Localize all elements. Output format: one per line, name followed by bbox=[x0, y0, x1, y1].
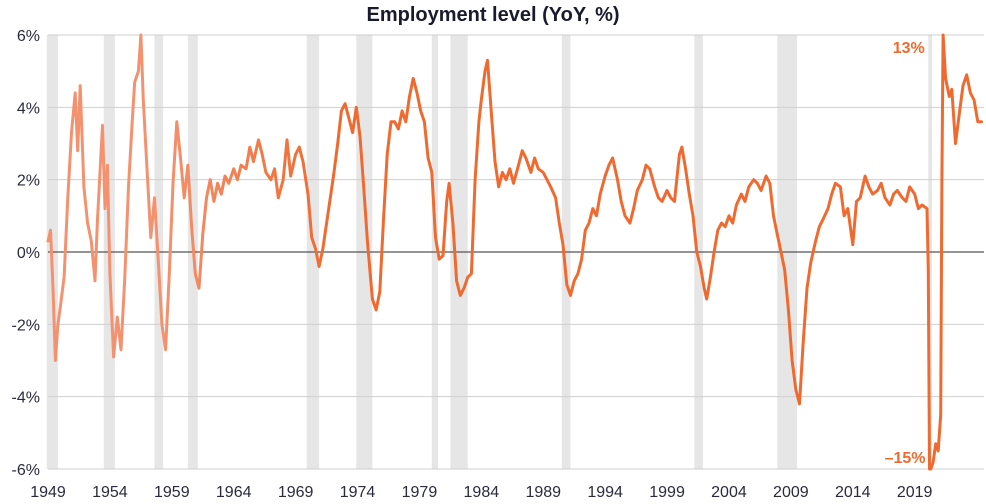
x-tick-label: 1949 bbox=[30, 484, 66, 501]
x-tick-label: 2019 bbox=[897, 484, 933, 501]
y-tick-label: -2% bbox=[12, 317, 40, 334]
y-tick-label: 6% bbox=[17, 28, 40, 45]
gridlines bbox=[48, 34, 984, 470]
annotation-label: 13% bbox=[893, 40, 925, 57]
x-tick-label: 2014 bbox=[835, 484, 871, 501]
x-tick-label: 1954 bbox=[92, 484, 128, 501]
x-tick-label: 1974 bbox=[340, 484, 376, 501]
series-line bbox=[46, 33, 983, 471]
x-tick-label: 1959 bbox=[154, 484, 190, 501]
x-tick-label: 2009 bbox=[773, 484, 809, 501]
x-tick-label: 1999 bbox=[649, 484, 685, 501]
chart-title: Employment level (YoY, %) bbox=[366, 4, 619, 26]
series-line-group bbox=[46, 33, 983, 471]
x-axis-ticks: 1949 1954 1959 1964 1969 1974 1979 1984 1989 1994… bbox=[30, 484, 932, 501]
y-tick-label: -4% bbox=[12, 390, 40, 407]
x-tick-label: 1969 bbox=[278, 484, 314, 501]
y-tick-label: 0% bbox=[17, 245, 40, 262]
annotations: 13% –15% bbox=[885, 40, 926, 467]
x-tick-label: 2004 bbox=[711, 484, 747, 501]
annotation-label: –15% bbox=[885, 450, 926, 467]
x-tick-label: 1994 bbox=[587, 484, 623, 501]
x-tick-label: 1989 bbox=[525, 484, 561, 501]
y-tick-label: -6% bbox=[12, 462, 40, 479]
y-axis-ticks: 6% 4% 2% 0% -2% -4% -6% bbox=[12, 28, 40, 479]
x-tick-label: 1984 bbox=[464, 484, 500, 501]
y-tick-label: 4% bbox=[17, 100, 40, 117]
y-tick-label: 2% bbox=[17, 173, 40, 190]
x-tick-label: 1964 bbox=[216, 484, 252, 501]
x-tick-label: 1979 bbox=[402, 484, 438, 501]
